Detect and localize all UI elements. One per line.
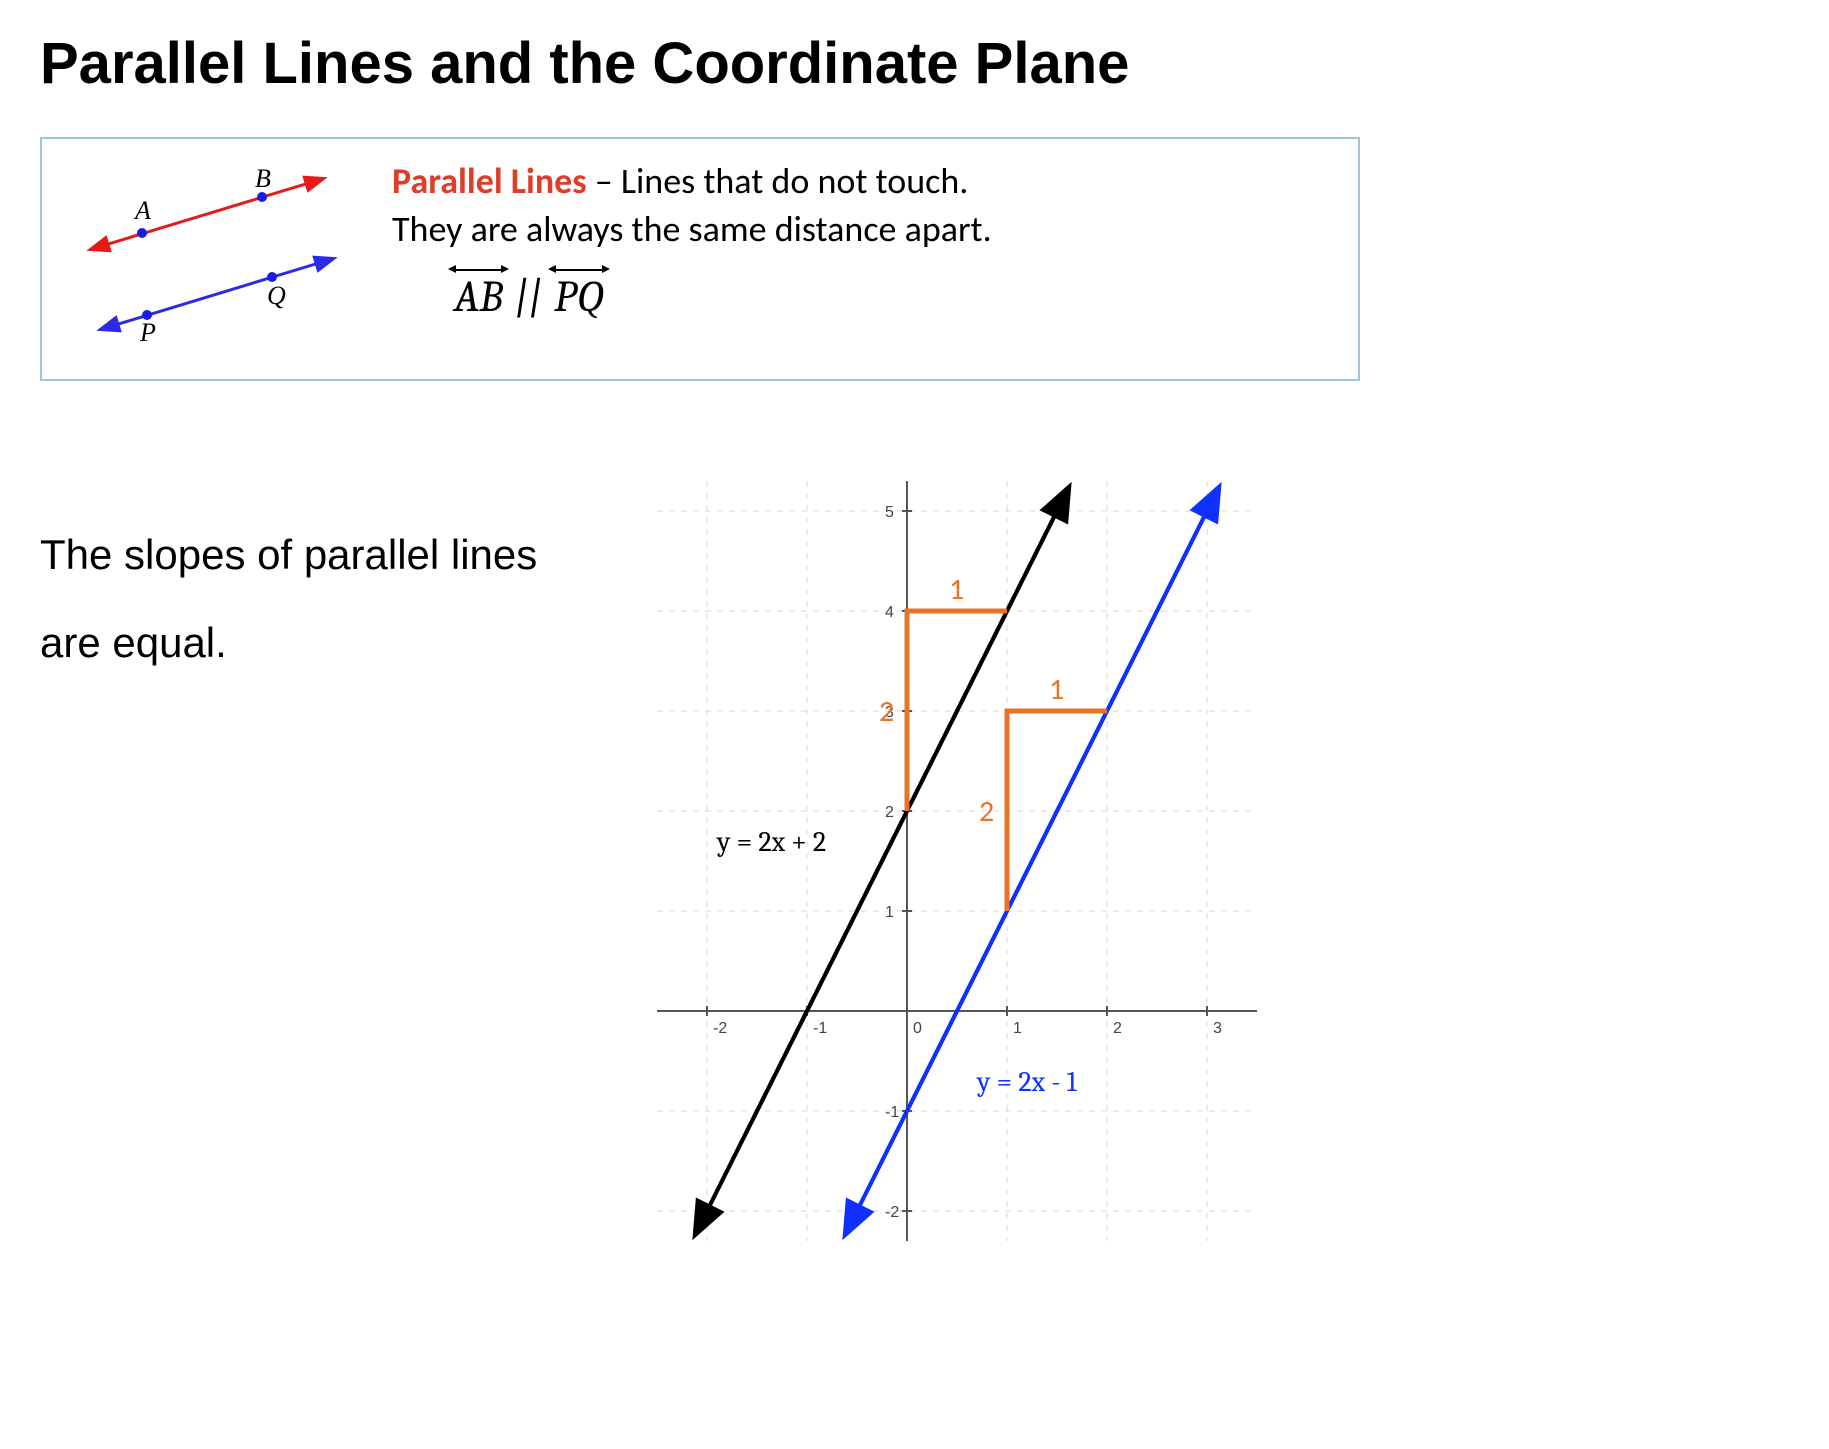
- parallel-lines-diagram: A B P Q: [72, 159, 352, 354]
- definition-line-2: They are always the same distance apart.: [392, 207, 1328, 251]
- slope-statement: The slopes of parallel lines are equal.: [40, 511, 537, 687]
- definition-term: Parallel Lines: [392, 159, 587, 203]
- svg-text:2: 2: [979, 793, 994, 830]
- svg-text:5: 5: [885, 504, 894, 521]
- svg-text:y = 2x + 2: y = 2x + 2: [716, 826, 826, 858]
- point-label-A: A: [133, 196, 151, 225]
- point-label-B: B: [255, 164, 271, 193]
- svg-text:1: 1: [1049, 671, 1064, 708]
- svg-text:-2: -2: [885, 1204, 899, 1221]
- svg-text:-2: -2: [713, 1020, 727, 1037]
- svg-text:-1: -1: [885, 1104, 899, 1121]
- svg-text:1: 1: [1013, 1020, 1022, 1037]
- svg-text:y = 2x - 1: y = 2x - 1: [976, 1066, 1078, 1098]
- point-label-P: P: [139, 318, 156, 347]
- svg-text:-1: -1: [813, 1020, 827, 1037]
- parallel-notation: AB || PQ: [452, 269, 1328, 322]
- svg-text:2: 2: [879, 693, 894, 730]
- svg-text:4: 4: [885, 604, 894, 621]
- coordinate-graph: -2-10123-2-112345y = 2x + 2y = 2x - 1212…: [597, 451, 1317, 1276]
- svg-text:1: 1: [885, 904, 894, 921]
- svg-text:1: 1: [949, 571, 964, 608]
- definition-box: A B P Q Parallel Lines – Lines that do n…: [40, 137, 1360, 381]
- svg-text:3: 3: [1213, 1020, 1222, 1037]
- svg-text:2: 2: [1113, 1020, 1122, 1037]
- svg-text:0: 0: [913, 1020, 922, 1037]
- svg-text:2: 2: [885, 804, 894, 821]
- point-label-Q: Q: [267, 281, 286, 310]
- definition-line-1: Parallel Lines – Lines that do not touch…: [392, 159, 1328, 203]
- page-title: Parallel Lines and the Coordinate Plane: [40, 30, 1789, 97]
